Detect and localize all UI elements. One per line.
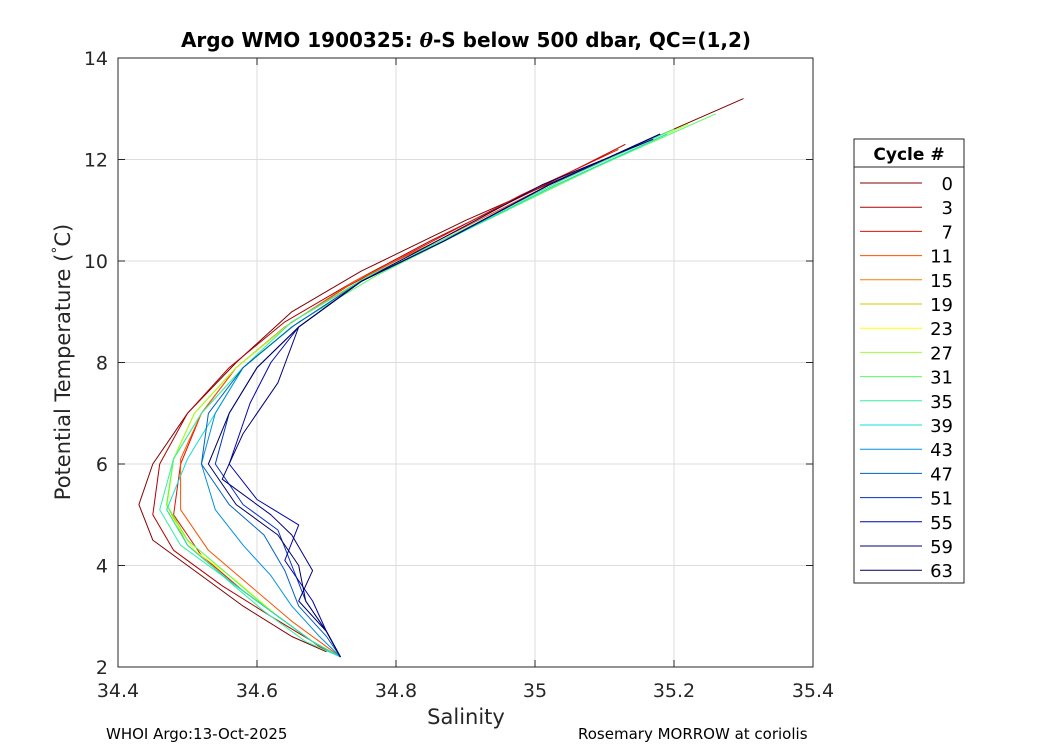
series-layer <box>138 98 744 658</box>
axis-ticks: 34.4 34.6 34.8 35 35.2 35.4 2 4 6 8 10 12 14 <box>84 48 834 702</box>
legend: Cycle # 0 3 7 11 15 19 23 27 31 35 39 43 47 51 55 59 63 <box>853 138 965 584</box>
legend-label-cycle-7: 7 <box>942 222 953 243</box>
chart-title: Argo WMO 1900325: θ-S below 500 dbar, QC… <box>181 28 751 52</box>
chart-title-theta: θ <box>420 28 434 52</box>
x-tick-label: 35.4 <box>792 680 834 702</box>
legend-title: Cycle # <box>873 145 944 165</box>
footer-left-text: WHOI Argo:13-Oct-2025 <box>106 725 288 743</box>
legend-box <box>853 138 965 584</box>
series-line-cycle-63 <box>207 138 654 658</box>
legend-label-cycle-3: 3 <box>942 198 953 219</box>
legend-label-cycle-11: 11 <box>930 247 953 268</box>
legend-label-cycle-51: 51 <box>930 489 953 510</box>
y-tick-label: 14 <box>84 48 108 70</box>
chart-title-suffix: -S below 500 dbar, QC=(1,2) <box>433 28 751 52</box>
series-line-cycle-0 <box>138 98 744 653</box>
legend-label-cycle-43: 43 <box>930 440 953 461</box>
x-tick-label: 35.2 <box>653 680 695 702</box>
y-tick-label: 6 <box>96 454 108 476</box>
series-line-cycle-3 <box>152 143 626 658</box>
legend-label-cycle-31: 31 <box>930 368 953 389</box>
x-tick-label: 34.4 <box>97 680 139 702</box>
y-axis-label-degree: ° <box>50 247 66 254</box>
y-tick-label: 4 <box>96 556 108 578</box>
y-tick-label: 12 <box>84 150 108 172</box>
chart-title-prefix: Argo WMO 1900325: <box>181 28 420 52</box>
legend-label-cycle-0: 0 <box>942 174 953 195</box>
y-axis-label: Potential Temperature (°C) <box>50 224 75 500</box>
legend-label-cycle-39: 39 <box>930 416 953 437</box>
series-line-cycle-59 <box>221 133 661 658</box>
legend-label-cycle-63: 63 <box>930 561 953 582</box>
y-axis-label-text: Potential Temperature ( <box>51 254 75 501</box>
footer-right-text: Rosemary MORROW at coriolis <box>578 725 808 743</box>
legend-entries: 0 3 7 11 15 19 23 27 31 35 39 43 47 51 55 59 63 <box>860 174 953 582</box>
x-axis-label: Salinity <box>427 705 505 729</box>
legend-label-cycle-19: 19 <box>930 295 953 316</box>
legend-label-cycle-47: 47 <box>930 464 953 485</box>
legend-label-cycle-23: 23 <box>930 319 953 340</box>
y-tick-label: 10 <box>84 251 108 273</box>
x-tick-label: 35 <box>523 680 547 702</box>
grid-lines <box>118 58 813 667</box>
legend-label-cycle-35: 35 <box>930 392 953 413</box>
y-tick-label: 8 <box>96 353 108 375</box>
y-axis-label-unit: C) <box>51 224 75 247</box>
legend-label-cycle-15: 15 <box>930 271 953 292</box>
series-line-cycle-35 <box>159 128 675 658</box>
series-line-cycle-11 <box>180 133 661 658</box>
x-tick-label: 34.6 <box>236 680 278 702</box>
legend-label-cycle-27: 27 <box>930 343 953 364</box>
x-tick-label: 34.8 <box>375 680 417 702</box>
y-tick-label: 2 <box>96 657 108 679</box>
legend-label-cycle-55: 55 <box>930 513 953 534</box>
legend-label-cycle-59: 59 <box>930 537 953 558</box>
